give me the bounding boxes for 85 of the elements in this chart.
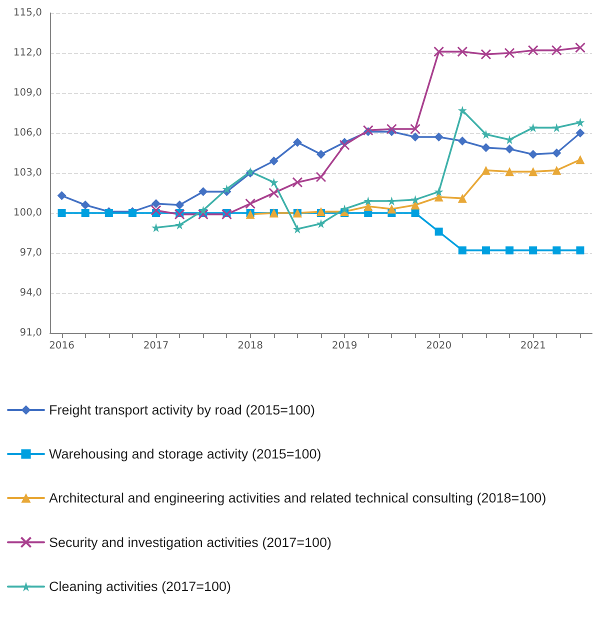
point <box>386 124 397 134</box>
legend-label: Warehousing and storage activity (2015=100) <box>49 446 322 462</box>
point <box>576 128 585 138</box>
point <box>552 166 562 175</box>
point <box>481 166 490 175</box>
point <box>434 46 444 57</box>
point <box>150 205 162 216</box>
point <box>458 194 467 203</box>
point <box>411 209 420 217</box>
point <box>339 140 350 150</box>
y-tick-label: 94,0 <box>20 288 42 298</box>
y-tick-label: 109,0 <box>13 88 42 98</box>
y-tick-label: 100,0 <box>13 208 42 218</box>
point <box>245 198 256 209</box>
point <box>551 45 562 56</box>
point <box>528 150 538 159</box>
point <box>152 199 161 208</box>
point <box>221 209 232 220</box>
point <box>434 132 444 142</box>
x-tick-label: 2021 <box>520 340 546 352</box>
point <box>528 45 538 56</box>
point <box>481 143 490 152</box>
point <box>481 130 490 139</box>
x-tick-label: 2017 <box>143 340 169 352</box>
point <box>364 196 373 206</box>
point <box>80 200 90 210</box>
point <box>222 184 232 194</box>
y-tick-label: 91,0 <box>20 328 42 338</box>
point <box>175 200 184 210</box>
point <box>506 246 514 254</box>
point <box>576 246 584 254</box>
point <box>198 187 208 196</box>
point <box>316 172 326 182</box>
point <box>482 246 490 254</box>
point <box>410 132 420 142</box>
point <box>57 191 66 200</box>
point <box>316 150 326 159</box>
point <box>574 42 586 53</box>
point <box>480 49 492 60</box>
point <box>457 46 468 57</box>
point <box>269 178 278 187</box>
point <box>505 167 514 176</box>
point <box>434 187 444 196</box>
y-tick-label: 112,0 <box>13 48 42 58</box>
y-tick-label: 115,0 <box>13 8 42 18</box>
y-tick-label: 103,0 <box>13 168 42 178</box>
point <box>552 246 561 254</box>
point <box>292 177 303 188</box>
legend-label: Architectural and engineering activities and related technical consulting (2018=100) <box>49 490 546 506</box>
x-tick-label: 2018 <box>238 340 264 352</box>
point <box>505 135 514 144</box>
point <box>198 209 208 220</box>
point <box>268 188 280 198</box>
point <box>58 209 66 217</box>
point <box>528 123 538 132</box>
point <box>529 246 538 254</box>
legend-label: Security and investigation activities (2017=100) <box>49 534 332 550</box>
point <box>292 138 302 147</box>
point <box>410 124 421 134</box>
point <box>434 228 443 236</box>
legend-label: Cleaning activities (2017=100) <box>49 579 231 594</box>
point <box>528 167 538 176</box>
y-tick-label: 97,0 <box>20 248 42 258</box>
x-tick-label: 2020 <box>426 340 452 352</box>
point <box>458 246 466 254</box>
point <box>458 136 467 146</box>
point <box>316 219 326 228</box>
point <box>340 204 350 214</box>
point <box>576 155 585 164</box>
point <box>269 156 278 166</box>
point <box>81 209 90 217</box>
y-tick-label: 106,0 <box>13 128 42 138</box>
point <box>576 118 585 127</box>
x-tick-label: 2016 <box>49 340 75 352</box>
point <box>410 195 420 204</box>
x-tick-label: 2019 <box>332 340 358 352</box>
point <box>504 48 515 58</box>
point <box>174 209 185 220</box>
point <box>175 220 184 230</box>
point <box>387 204 396 214</box>
point <box>458 106 467 115</box>
point <box>505 144 514 154</box>
legend-label: Freight transport activity by road (2015=100) <box>49 402 316 418</box>
point <box>198 206 208 215</box>
point <box>552 148 562 158</box>
